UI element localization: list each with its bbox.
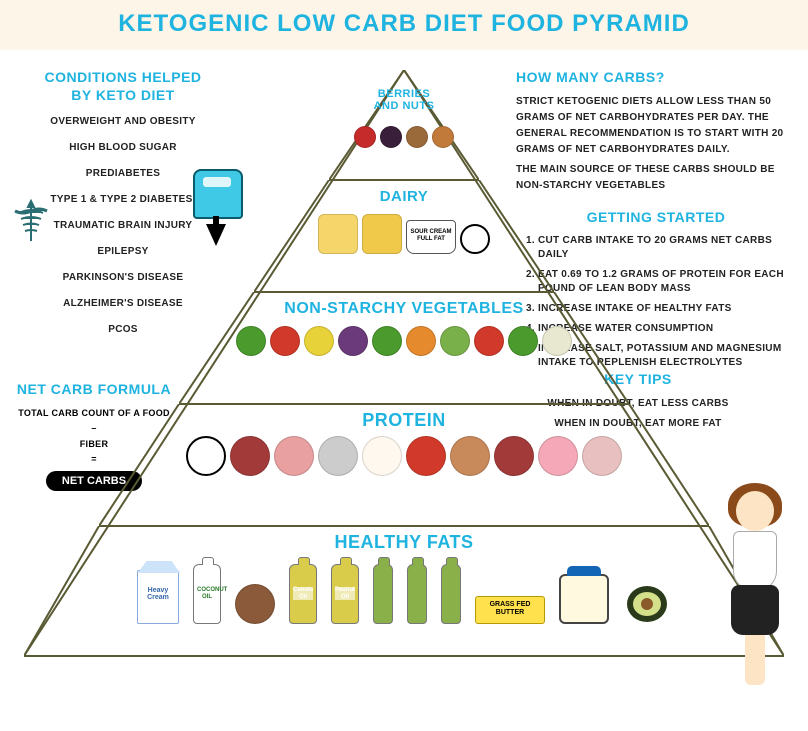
olive-oil-icon bbox=[441, 564, 461, 624]
tier-label-protein: PROTEIN bbox=[362, 410, 446, 431]
cauliflower-icon bbox=[542, 326, 572, 356]
strawberry-icon bbox=[354, 126, 376, 148]
bacon-icon bbox=[494, 436, 534, 476]
lobster-icon bbox=[406, 436, 446, 476]
coconut-oil-icon: COCONUT OIL bbox=[193, 564, 221, 624]
ham-icon bbox=[274, 436, 314, 476]
tier4-art bbox=[124, 436, 684, 476]
steak-icon bbox=[230, 436, 270, 476]
tomato-icon bbox=[270, 326, 300, 356]
tier1-art bbox=[349, 126, 459, 148]
cheese-icon bbox=[318, 214, 358, 254]
tier-label-dairy: DAIRY bbox=[380, 188, 429, 205]
cow-head-icon bbox=[460, 224, 490, 254]
pepper-yellow-icon bbox=[304, 326, 334, 356]
broccoli-icon bbox=[236, 326, 266, 356]
sour-cream-icon: SOUR CREAM FULL FAT bbox=[406, 220, 456, 254]
nut-icon bbox=[406, 126, 428, 148]
heavy-cream-icon: Heavy Cream bbox=[137, 570, 179, 624]
food-pyramid: BERRIES AND NUTS DAIRY SOUR CREAM FULL F… bbox=[24, 70, 784, 710]
turkey-icon bbox=[450, 436, 490, 476]
tier-protein: PROTEIN bbox=[99, 404, 709, 526]
olive-oil-icon bbox=[373, 564, 393, 624]
tier-fats: HEALTHY FATS Heavy Cream COCONUT OIL Can… bbox=[24, 526, 784, 656]
peanut-oil-icon: Peanut Oil bbox=[331, 564, 359, 624]
lettuce-icon bbox=[372, 326, 402, 356]
butter-icon: GRASS FED BUTTER bbox=[475, 596, 545, 624]
tier-label-l2: AND NUTS bbox=[374, 100, 435, 112]
tier3-art bbox=[204, 326, 604, 356]
tier5-art: Heavy Cream COCONUT OIL Canola Oil Peanu… bbox=[64, 564, 744, 624]
olive-oil-icon bbox=[407, 564, 427, 624]
tier-label-l1: BERRIES bbox=[378, 88, 430, 100]
blackberry-icon bbox=[380, 126, 402, 148]
lamb-icon bbox=[582, 436, 622, 476]
tier-dairy: DAIRY SOUR CREAM FULL FAT bbox=[254, 180, 554, 292]
tier-berries-nuts: BERRIES AND NUTS bbox=[329, 70, 479, 180]
tier-label-veg: NON-STARCHY VEGETABLES bbox=[284, 300, 523, 318]
cucumber-icon bbox=[508, 326, 538, 356]
tier-label-berries: BERRIES AND NUTS bbox=[374, 88, 435, 112]
pepper-red-icon bbox=[474, 326, 504, 356]
coconut-icon bbox=[235, 584, 275, 624]
eggplant-icon bbox=[338, 326, 368, 356]
tier2-art: SOUR CREAM FULL FAT bbox=[274, 214, 534, 254]
cow-icon bbox=[186, 436, 226, 476]
egg-icon bbox=[362, 436, 402, 476]
title-bar: KETOGENIC LOW CARB DIET FOOD PYRAMID bbox=[0, 0, 808, 50]
carrot-icon bbox=[406, 326, 436, 356]
avocado-icon bbox=[623, 576, 671, 624]
main-title: KETOGENIC LOW CARB DIET FOOD PYRAMID bbox=[0, 10, 808, 38]
tier-label-fats: HEALTHY FATS bbox=[334, 532, 473, 553]
celery-icon bbox=[440, 326, 470, 356]
fish-icon bbox=[318, 436, 358, 476]
cheese-slice-icon bbox=[362, 214, 402, 254]
canola-oil-icon: Canola Oil bbox=[289, 564, 317, 624]
almond-icon bbox=[432, 126, 454, 148]
pig-icon bbox=[538, 436, 578, 476]
woman-figure bbox=[710, 491, 800, 701]
mayo-jar-icon bbox=[559, 574, 609, 624]
tier-vegetables: NON-STARCHY VEGETABLES bbox=[179, 292, 629, 404]
